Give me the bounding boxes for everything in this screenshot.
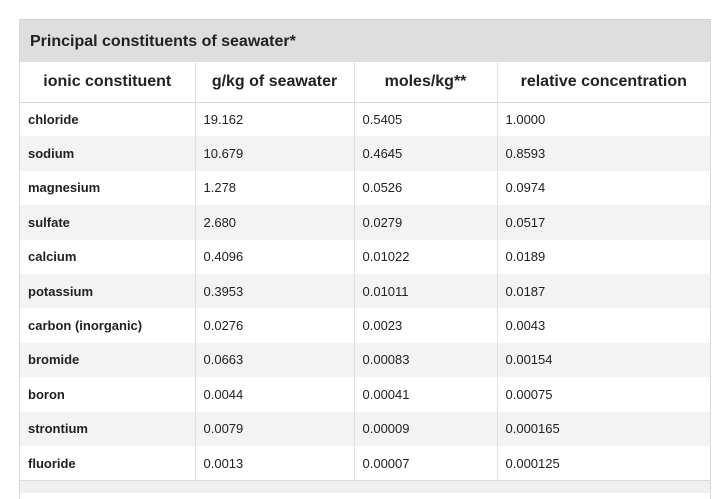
constituent-name-cell: calcium: [20, 239, 196, 274]
moles-per-kg-cell: 0.0023: [354, 308, 498, 343]
relative-concentration-cell: 0.000165: [497, 411, 710, 446]
grams-per-kg-cell: 0.0276: [195, 308, 355, 343]
grams-per-kg-cell: 10.679: [195, 136, 355, 171]
grams-per-kg-cell: 0.0663: [195, 342, 355, 378]
grams-per-kg-cell: 0.0079: [195, 411, 355, 446]
header-moles-per-kg: moles/kg**: [354, 62, 498, 103]
constituent-name-cell: magnesium: [20, 170, 196, 206]
moles-per-kg-cell: 0.01011: [354, 273, 498, 309]
grams-per-kg-cell: 0.0044: [195, 377, 355, 412]
constituent-name-cell: bromide: [20, 342, 196, 378]
moles-per-kg-cell: 0.5405: [354, 102, 498, 137]
relative-concentration-cell: 0.8593: [497, 136, 710, 171]
moles-per-kg-cell: 0.0279: [354, 205, 498, 240]
moles-per-kg-cell: 0.00083: [354, 342, 498, 378]
relative-concentration-cell: 0.0187: [497, 273, 710, 309]
seawater-table-container: Principal constituents of seawater* ioni…: [19, 19, 711, 499]
grams-per-kg-cell: 0.4096: [195, 239, 355, 274]
table-row: bromide 0.0663 0.00083 0.00154: [20, 342, 710, 378]
moles-per-kg-cell: 0.0526: [354, 170, 498, 206]
header-relative-concentration: relative concentration: [497, 62, 710, 103]
table-row: calcium 0.4096 0.01022 0.0189: [20, 239, 710, 274]
header-g-per-kg: g/kg of seawater: [195, 62, 355, 103]
table-row: sodium 10.679 0.4645 0.8593: [20, 136, 710, 171]
moles-per-kg-cell: 0.01022: [354, 239, 498, 274]
relative-concentration-cell: 0.00154: [497, 342, 710, 378]
header-row: ionic constituent g/kg of seawater moles…: [20, 62, 710, 103]
grams-per-kg-cell: 19.162: [195, 102, 355, 137]
table-row: carbon (inorganic) 0.0276 0.0023 0.0043: [20, 308, 710, 343]
moles-per-kg-cell: 0.00007: [354, 445, 498, 481]
grams-per-kg-cell: 0.3953: [195, 273, 355, 309]
relative-concentration-cell: 0.00075: [497, 377, 710, 412]
moles-per-kg-cell: 0.00009: [354, 411, 498, 446]
constituent-name-cell: chloride: [20, 102, 196, 137]
constituent-name-cell: sulfate: [20, 205, 196, 240]
constituent-name-cell: potassium: [20, 273, 196, 309]
header-ionic-constituent: ionic constituent: [20, 62, 196, 103]
grams-per-kg-cell: 1.278: [195, 170, 355, 206]
table-row: boron 0.0044 0.00041 0.00075: [20, 377, 710, 412]
constituent-name-cell: sodium: [20, 136, 196, 171]
constituent-name-cell: carbon (inorganic): [20, 308, 196, 343]
grams-per-kg-cell: 0.0013: [195, 445, 355, 481]
seawater-constituents-table: ionic constituent g/kg of seawater moles…: [20, 62, 710, 481]
table-row: chloride 19.162 0.5405 1.0000: [20, 102, 710, 137]
table-row: potassium 0.3953 0.01011 0.0187: [20, 273, 710, 309]
relative-concentration-cell: 1.0000: [497, 102, 710, 137]
constituent-name-cell: fluoride: [20, 445, 196, 481]
table-footer-strip: [20, 480, 710, 494]
relative-concentration-cell: 0.0974: [497, 170, 710, 206]
relative-concentration-cell: 0.0517: [497, 205, 710, 240]
grams-per-kg-cell: 2.680: [195, 205, 355, 240]
moles-per-kg-cell: 0.00041: [354, 377, 498, 412]
table-row: magnesium 1.278 0.0526 0.0974: [20, 170, 710, 206]
relative-concentration-cell: 0.000125: [497, 445, 710, 481]
relative-concentration-cell: 0.0189: [497, 239, 710, 274]
table-row: strontium 0.0079 0.00009 0.000165: [20, 411, 710, 446]
constituent-name-cell: boron: [20, 377, 196, 412]
relative-concentration-cell: 0.0043: [497, 308, 710, 343]
moles-per-kg-cell: 0.4645: [354, 136, 498, 171]
constituent-name-cell: strontium: [20, 411, 196, 446]
table-caption: Principal constituents of seawater*: [20, 19, 710, 62]
table-row: fluoride 0.0013 0.00007 0.000125: [20, 445, 710, 481]
table-row: sulfate 2.680 0.0279 0.0517: [20, 205, 710, 240]
